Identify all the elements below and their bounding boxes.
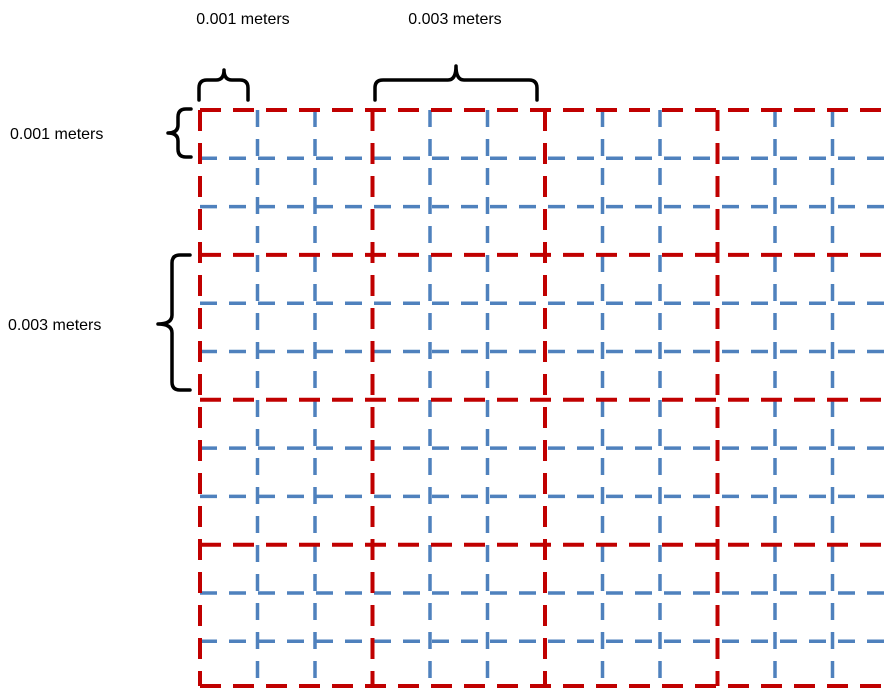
top-coarse-spacing-label: 0.003 meters [408, 11, 501, 28]
top-fine-spacing-brace [197, 68, 250, 102]
coarse-grid [198, 108, 884, 688]
left-fine-spacing-brace [166, 107, 193, 159]
top-fine-spacing-label: 0.001 meters [196, 11, 289, 28]
left-fine-spacing-label: 0.001 meters [10, 126, 103, 143]
fine-grid [200, 110, 884, 686]
left-coarse-spacing-label: 0.003 meters [8, 317, 101, 334]
top-coarse-spacing-brace [373, 64, 539, 102]
annotations: 0.001 meters 0.003 meters 0.001 meters 0… [8, 11, 539, 392]
left-coarse-spacing-brace [156, 253, 192, 392]
